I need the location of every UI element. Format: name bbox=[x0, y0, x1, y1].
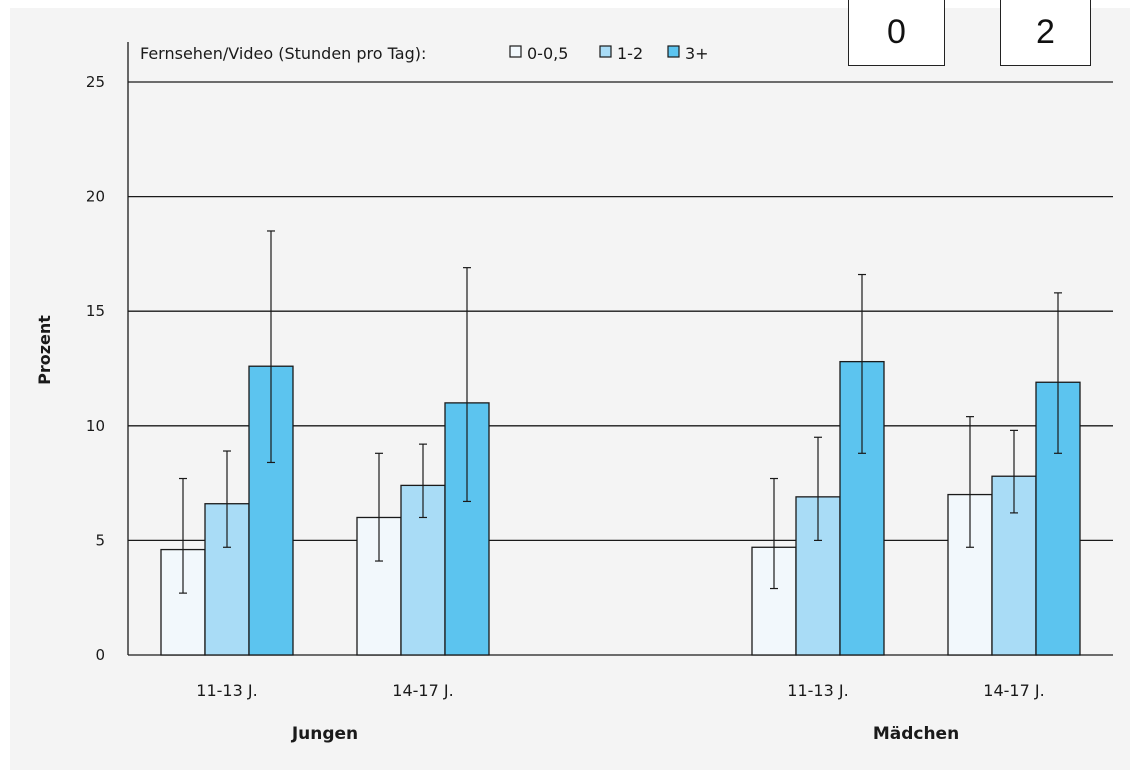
legend-label: 3+ bbox=[685, 44, 709, 63]
x-group-label: Mädchen bbox=[873, 724, 959, 744]
y-tick-label: 5 bbox=[95, 531, 105, 549]
legend-label: 1-2 bbox=[617, 44, 643, 63]
legend-swatch bbox=[667, 45, 680, 58]
y-tick-label: 0 bbox=[95, 646, 105, 664]
legend-label: 0-0,5 bbox=[527, 44, 568, 63]
x-category-label: 11-13 J. bbox=[787, 681, 848, 700]
legend-swatch bbox=[599, 45, 612, 58]
legend-swatch bbox=[509, 45, 522, 58]
overlay-box-0: 0 bbox=[848, 0, 945, 66]
plot-background bbox=[10, 8, 1130, 770]
y-tick-label: 15 bbox=[86, 302, 105, 320]
overlay-box-2: 2 bbox=[1000, 0, 1091, 66]
y-tick-label: 20 bbox=[86, 188, 105, 206]
x-category-label: 11-13 J. bbox=[196, 681, 257, 700]
legend-title: Fernsehen/Video (Stunden pro Tag): bbox=[140, 44, 426, 63]
x-group-label: Jungen bbox=[291, 724, 358, 744]
x-category-label: 14-17 J. bbox=[983, 681, 1044, 700]
y-axis-label: Prozent bbox=[35, 315, 54, 385]
y-tick-label: 10 bbox=[86, 417, 105, 435]
x-category-label: 14-17 J. bbox=[392, 681, 453, 700]
y-tick-label: 25 bbox=[86, 73, 105, 91]
